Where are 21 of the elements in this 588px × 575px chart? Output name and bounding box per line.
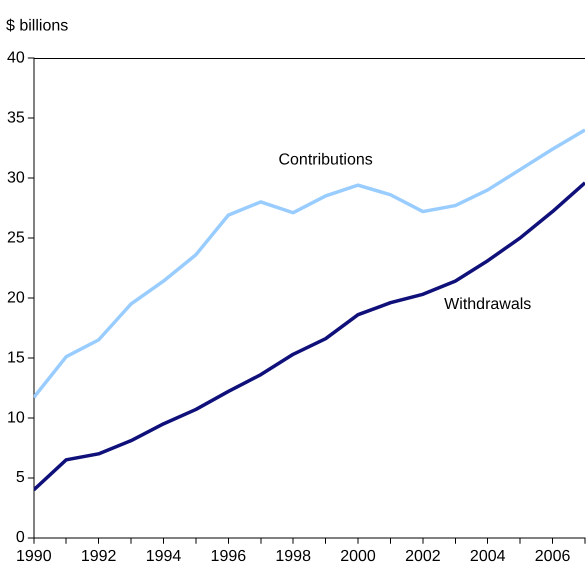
x-tick-label: 2004 [470,548,506,565]
x-tick-label: 1994 [146,548,182,565]
y-tick-label: 15 [7,349,25,366]
y-tick-label: 5 [16,469,25,486]
y-tick-label: 25 [7,229,25,246]
y-tick-label: 35 [7,109,25,126]
series-label: Withdrawals [444,296,532,314]
y-axis-title: $ billions [6,17,68,34]
series-label: Contributions [278,151,373,168]
x-tick-label: 1998 [275,548,312,565]
x-tick-label: 2000 [340,548,376,565]
x-tick-label: 1996 [210,548,246,565]
x-tick-label: 2002 [405,548,441,565]
y-tick-label: 40 [7,49,25,66]
x-tick-label: 2006 [534,548,570,565]
y-tick-label: 20 [7,289,25,306]
y-tick-label: 10 [7,409,25,426]
y-tick-label: 30 [7,169,25,186]
x-tick-label: 1992 [80,548,117,565]
x-tick-label: 1990 [16,548,52,565]
y-tick-label: 0 [16,529,25,546]
